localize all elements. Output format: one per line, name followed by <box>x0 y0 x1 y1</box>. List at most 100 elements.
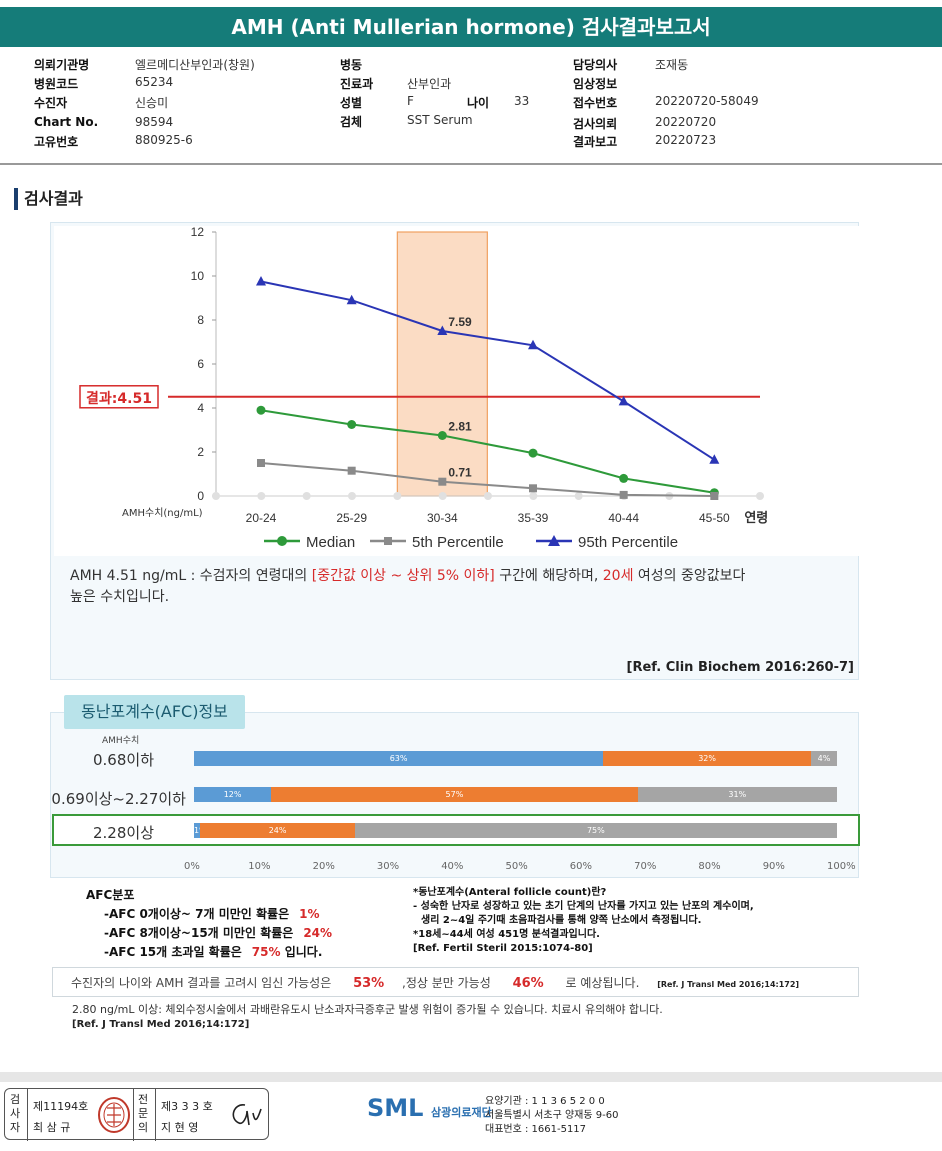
pregnancy-text1: 수진자의 나이와 AMH 결과를 고려시 임신 가능성은 <box>71 976 332 990</box>
amh-reference: [Ref. Clin Biochem 2016:260-7] <box>626 660 854 675</box>
report-value: 20220723 <box>655 133 717 147</box>
x-axis-dot <box>257 492 266 500</box>
report-label: 결과보고 <box>573 135 618 149</box>
section-title: 검사결과 <box>14 188 83 210</box>
data-label: 2.81 <box>448 420 472 434</box>
data-point <box>346 294 357 305</box>
y-tick-label: 12 <box>191 225 205 239</box>
pregnancy-text3: 로 예상됩니다. <box>565 976 640 990</box>
afc-bar-segment-gray: 4% <box>811 751 837 766</box>
x-tick-label: 30-34 <box>427 511 458 525</box>
afc-dist-line3: -AFC 15개 초과일 확률은 <box>104 945 242 959</box>
afc-dist-line1: -AFC 0개이상~ 7개 미만인 확률은 <box>104 907 290 921</box>
doctor-value: 조재동 <box>655 58 689 72</box>
legend-marker <box>277 536 287 546</box>
sex-value: F <box>407 94 414 108</box>
afc-bar-segment-blue: 1% <box>194 823 201 838</box>
dept-value: 산부인과 <box>407 77 452 91</box>
afc-tick-label: 60% <box>569 861 593 872</box>
pregnancy-value1: 53% <box>353 976 385 991</box>
info-divider <box>0 163 942 165</box>
y-tick-label: 6 <box>197 357 204 371</box>
afc-dist-head: AFC분포 <box>86 888 135 902</box>
institution-label: 의뢰기관명 <box>34 58 90 72</box>
amh-text-range: [중간값 이상 ~ 상위 5% 이하] <box>311 568 495 584</box>
legend-label: Median <box>306 534 355 551</box>
data-point <box>528 448 538 458</box>
afc-tick-label: 50% <box>505 861 528 872</box>
afc-tick-label: 30% <box>376 861 400 872</box>
y-tick-label: 4 <box>197 401 204 415</box>
afc-bar-segment-blue: 12% <box>194 787 272 802</box>
series-line <box>260 280 715 461</box>
afc-tick-label: 0% <box>184 861 200 872</box>
data-point <box>437 325 448 335</box>
x-tick-label: 20-24 <box>246 511 277 525</box>
chart-no-label: Chart No. <box>34 115 99 129</box>
signature-divider <box>155 1089 156 1141</box>
x-tick-label: 45-50 <box>699 511 730 525</box>
amh-text-part1: AMH 4.51 ng/mL : 수검자의 연령대의 <box>70 568 312 584</box>
y-axis-label: AMH수치(ng/mL) <box>122 507 203 519</box>
legend-label: 95th Percentile <box>578 534 678 551</box>
tester-name: 최 삼 규 <box>33 1121 71 1134</box>
afc-row-label: 0.68이하 <box>93 751 154 769</box>
afc-title: 동난포계수(AFC)정보 <box>64 695 245 729</box>
specimen-value: SST Serum <box>407 113 473 127</box>
afc-dist-value1: 1% <box>299 907 320 921</box>
afc-row-label: 0.69이상~2.27이하 <box>51 790 186 808</box>
ohss-warning-reference: [Ref. J Transl Med 2016;14:172] <box>72 1019 250 1030</box>
unique-no-value: 880925-6 <box>135 133 193 147</box>
org-address: 서울특별시 서초구 양재동 9-60 <box>485 1110 619 1121</box>
afc-stacked-bar: 12% 57% 31% <box>194 787 837 802</box>
receipt-value: 20220720-58049 <box>655 94 759 108</box>
x-axis-dot <box>212 492 220 500</box>
afc-stacked-bar: 63% 32% 4% <box>194 751 837 766</box>
signature-box: 검사자 제11194호 최 삼 규 전문의 제3 3 3 호 지 현 영 <box>4 1088 269 1141</box>
amh-text-part4: 높은 수치입니다. <box>70 589 170 605</box>
afc-tick-label: 70% <box>634 861 657 872</box>
y-tick-label: 2 <box>197 445 204 459</box>
series-line <box>260 462 715 497</box>
receipt-label: 접수번호 <box>573 96 618 110</box>
amh-interpretation: AMH 4.51 ng/mL : 수검자의 연령대의 [중간값 이상 ~ 상위 … <box>70 566 870 608</box>
chart-no-value: 98594 <box>135 115 174 129</box>
seal-stamp-icon <box>98 1097 130 1133</box>
x-axis-dot <box>484 492 492 500</box>
result-label-box <box>79 385 159 409</box>
data-point <box>619 490 628 499</box>
x-axis-dot <box>438 492 447 500</box>
org-code: 요양기관 : 1 1 3 6 5 2 0 0 <box>485 1096 605 1107</box>
data-point <box>709 454 720 464</box>
afc-distribution: AFC분포 -AFC 0개이상~ 7개 미만인 확률은 1% -AFC 8개이상~… <box>86 886 332 962</box>
afc-bar-segment-orange: 57% <box>271 787 638 802</box>
report-title: AMH (Anti Mullerian hormone) 검사결과보고서 <box>0 7 942 47</box>
clinical-label: 임상정보 <box>573 77 618 91</box>
afc-tick-label: 10% <box>248 861 271 872</box>
x-axis-dot <box>348 492 356 500</box>
data-point <box>437 431 447 440</box>
afc-note-4: *18세~44세 여성 451명 분석결과입니다. <box>413 929 600 940</box>
data-point <box>710 492 719 500</box>
afc-note-1: *동난포계수(Anteral follicle count)란? <box>413 887 607 898</box>
afc-dist-line3-tail: 입니다. <box>280 945 323 959</box>
afc-bar-segment-gray: 75% <box>354 823 837 838</box>
afc-bar-segment-blue: 63% <box>194 751 604 766</box>
tester-license: 제11194호 <box>33 1100 89 1113</box>
patient-label: 수진자 <box>34 96 68 110</box>
x-tick-label: 40-44 <box>608 511 639 525</box>
afc-stacked-bar: 1%24%75% <box>194 823 837 838</box>
afc-dist-value2: 24% <box>303 926 333 940</box>
legend-label: 5th Percentile <box>412 534 504 551</box>
sml-logo-name: 삼광의료재단 <box>431 1105 492 1119</box>
age-label: 나이 <box>467 96 490 110</box>
x-axis-dot <box>756 492 764 500</box>
organization-info: 요양기관 : 1 1 3 6 5 2 0 0 서울특별시 서초구 양재동 9-6… <box>485 1095 618 1137</box>
data-point <box>619 473 629 483</box>
signature-divider <box>27 1089 28 1141</box>
afc-bar-segment-orange: 32% <box>603 751 811 766</box>
pregnancy-reference: [Ref. J Transl Med 2016;14:172] <box>657 980 800 989</box>
result-label: 결과:4.51 <box>86 390 152 407</box>
x-tick-label: 25-29 <box>336 511 367 525</box>
afc-tick-label: 90% <box>762 861 785 872</box>
